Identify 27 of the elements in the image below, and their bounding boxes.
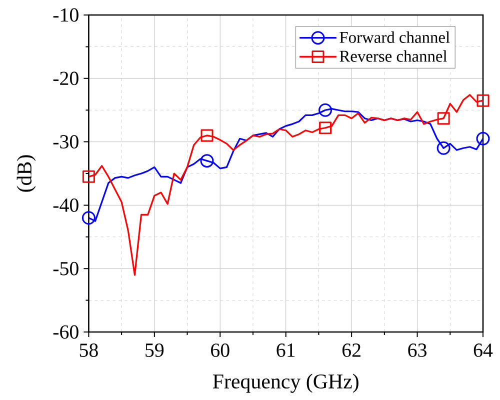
legend-label: Forward channel [340, 31, 450, 43]
point [476, 132, 490, 146]
x-tick-label: 61 [276, 344, 295, 357]
point [82, 211, 96, 225]
y-axis-title: (dB) [16, 155, 36, 192]
point [437, 112, 450, 125]
point [200, 154, 214, 168]
y-tick-label: -30 [53, 135, 78, 149]
y-tick-label: -40 [53, 198, 78, 212]
y-tick-label: -60 [53, 325, 78, 339]
y-tick-label: -10 [53, 8, 78, 22]
y-tick-label: -50 [53, 262, 78, 276]
point [436, 141, 450, 155]
x-tick-label: 64 [474, 344, 493, 357]
legend-label: Reverse channel [340, 50, 448, 62]
x-tick-label: 62 [342, 344, 360, 357]
point [318, 103, 332, 117]
x-axis-title: Frequency (GHz) [212, 374, 358, 393]
point [476, 94, 490, 107]
x-tick-label: 63 [408, 344, 426, 357]
x-tick-label: 58 [80, 344, 98, 357]
point [82, 170, 95, 183]
point [200, 129, 214, 142]
x-tick-label: 59 [146, 344, 164, 357]
point [319, 122, 332, 134]
x-tick-label: 60 [211, 344, 230, 357]
y-tick-label: -20 [53, 72, 78, 86]
